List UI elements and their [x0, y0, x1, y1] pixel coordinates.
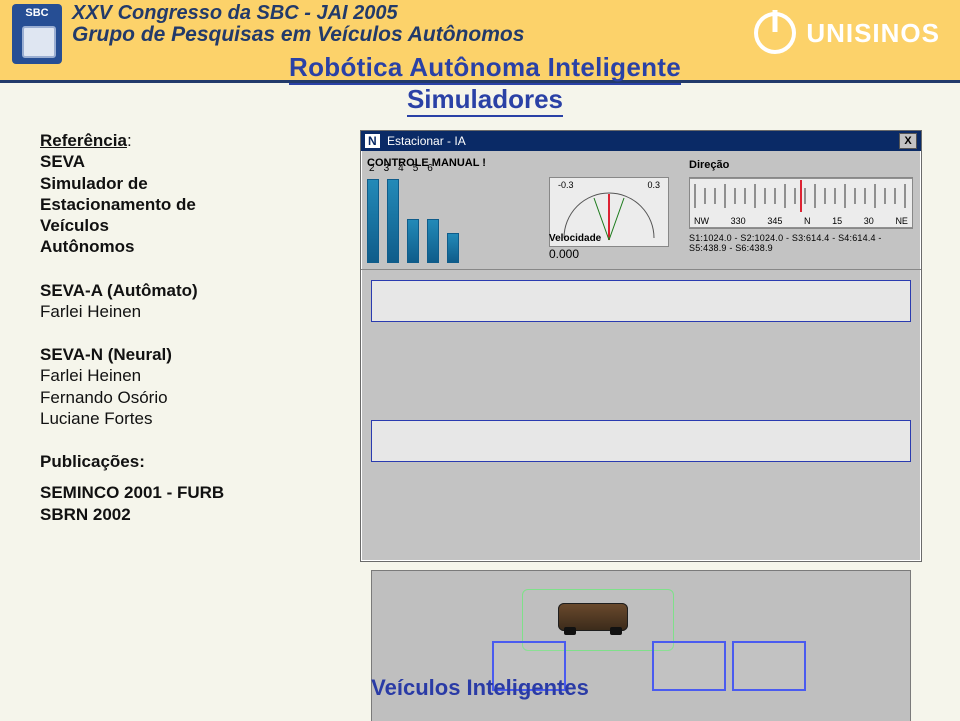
gauge-min: -0.3 — [558, 180, 574, 190]
reference-label: Referência — [40, 131, 127, 150]
seva-a-author: Farlei Heinen — [40, 301, 320, 322]
seva-desc-3: Veículos — [40, 215, 320, 236]
sbc-badge-icon — [12, 4, 62, 64]
slide-subtitle-2: Simuladores — [245, 84, 725, 115]
seva-n-author2: Fernando Osório — [40, 387, 320, 408]
left-column: Referência: SEVA Simulador de Estacionam… — [40, 130, 320, 525]
slide-footer: Veículos Inteligentes — [0, 675, 960, 721]
publication-2: SBRN 2002 — [40, 504, 320, 525]
seva-a-heading: SEVA-A (Autômato) — [40, 280, 320, 301]
sensor-readout: S1:1024.0 - S2:1024.0 - S3:614.4 - S4:61… — [689, 233, 921, 253]
publications-block: Publicações: SEMINCO 2001 - FURB SBRN 20… — [40, 451, 320, 525]
simulator-mid-row — [361, 270, 921, 420]
close-icon[interactable]: X — [899, 133, 917, 149]
sensor-bars: 2 3 4 5 6 — [367, 179, 459, 263]
brand-name: UNISINOS — [806, 18, 940, 49]
sensor-bar — [447, 233, 459, 263]
seva-desc-2: Estacionamento de — [40, 194, 320, 215]
sensor-bar — [407, 219, 419, 263]
slide-subtitle-1: Robótica Autônoma Inteligente — [245, 52, 725, 83]
sensor-bar — [367, 179, 379, 263]
compass-strip: NW 330 345 N 15 30 NE — [689, 177, 913, 229]
simulator-mid-row-2 — [361, 420, 921, 570]
seva-a-block: SEVA-A (Autômato) Farlei Heinen — [40, 280, 320, 323]
seva-n-block: SEVA-N (Neural) Farlei Heinen Fernando O… — [40, 344, 320, 429]
seva-acronym: SEVA — [40, 151, 320, 172]
publication-1: SEMINCO 2001 - FURB — [40, 482, 320, 503]
velocity-value: 0.000 — [549, 247, 579, 261]
simulator-window: N Estacionar - IA X CONTROLE MANUAL ! 2 … — [360, 130, 922, 562]
simulator-title: N Estacionar - IA — [365, 134, 466, 148]
panel-box[interactable] — [371, 280, 911, 322]
sensor-bar-labels: 2 3 4 5 6 — [369, 163, 461, 174]
publications-heading: Publicações: — [40, 451, 320, 472]
title-icon: N — [365, 134, 380, 148]
header-text: XXV Congresso da SBC - JAI 2005 Grupo de… — [72, 2, 524, 47]
sensor-bar — [427, 219, 439, 263]
gauge-max: 0.3 — [647, 180, 660, 190]
sensor-bar — [387, 179, 399, 263]
direction-label: Direção — [689, 159, 729, 171]
simulator-top-panel: CONTROLE MANUAL ! 2 3 4 5 6 -0.3 0.3 — [361, 151, 921, 270]
seva-desc-1: Simulador de — [40, 173, 320, 194]
velocity-label: Velocidade — [549, 233, 601, 244]
seva-n-heading: SEVA-N (Neural) — [40, 344, 320, 365]
simulator-title-text: Estacionar - IA — [387, 134, 466, 148]
compass-labels: NW 330 345 N 15 30 NE — [690, 216, 912, 226]
seva-n-author3: Luciane Fortes — [40, 408, 320, 429]
seva-n-author1: Farlei Heinen — [40, 365, 320, 386]
brand-logo: UNISINOS — [754, 12, 940, 54]
header-line2: Grupo de Pesquisas em Veículos Autônomos — [72, 23, 524, 47]
brand-glyph-icon — [754, 12, 796, 54]
seva-desc-4: Autônomos — [40, 236, 320, 257]
car-icon — [558, 603, 628, 631]
header-line1: XXV Congresso da SBC - JAI 2005 — [72, 2, 524, 25]
reference-heading: Referência: — [40, 130, 320, 151]
panel-box[interactable] — [371, 420, 911, 462]
simulator-titlebar[interactable]: N Estacionar - IA X — [361, 131, 921, 151]
